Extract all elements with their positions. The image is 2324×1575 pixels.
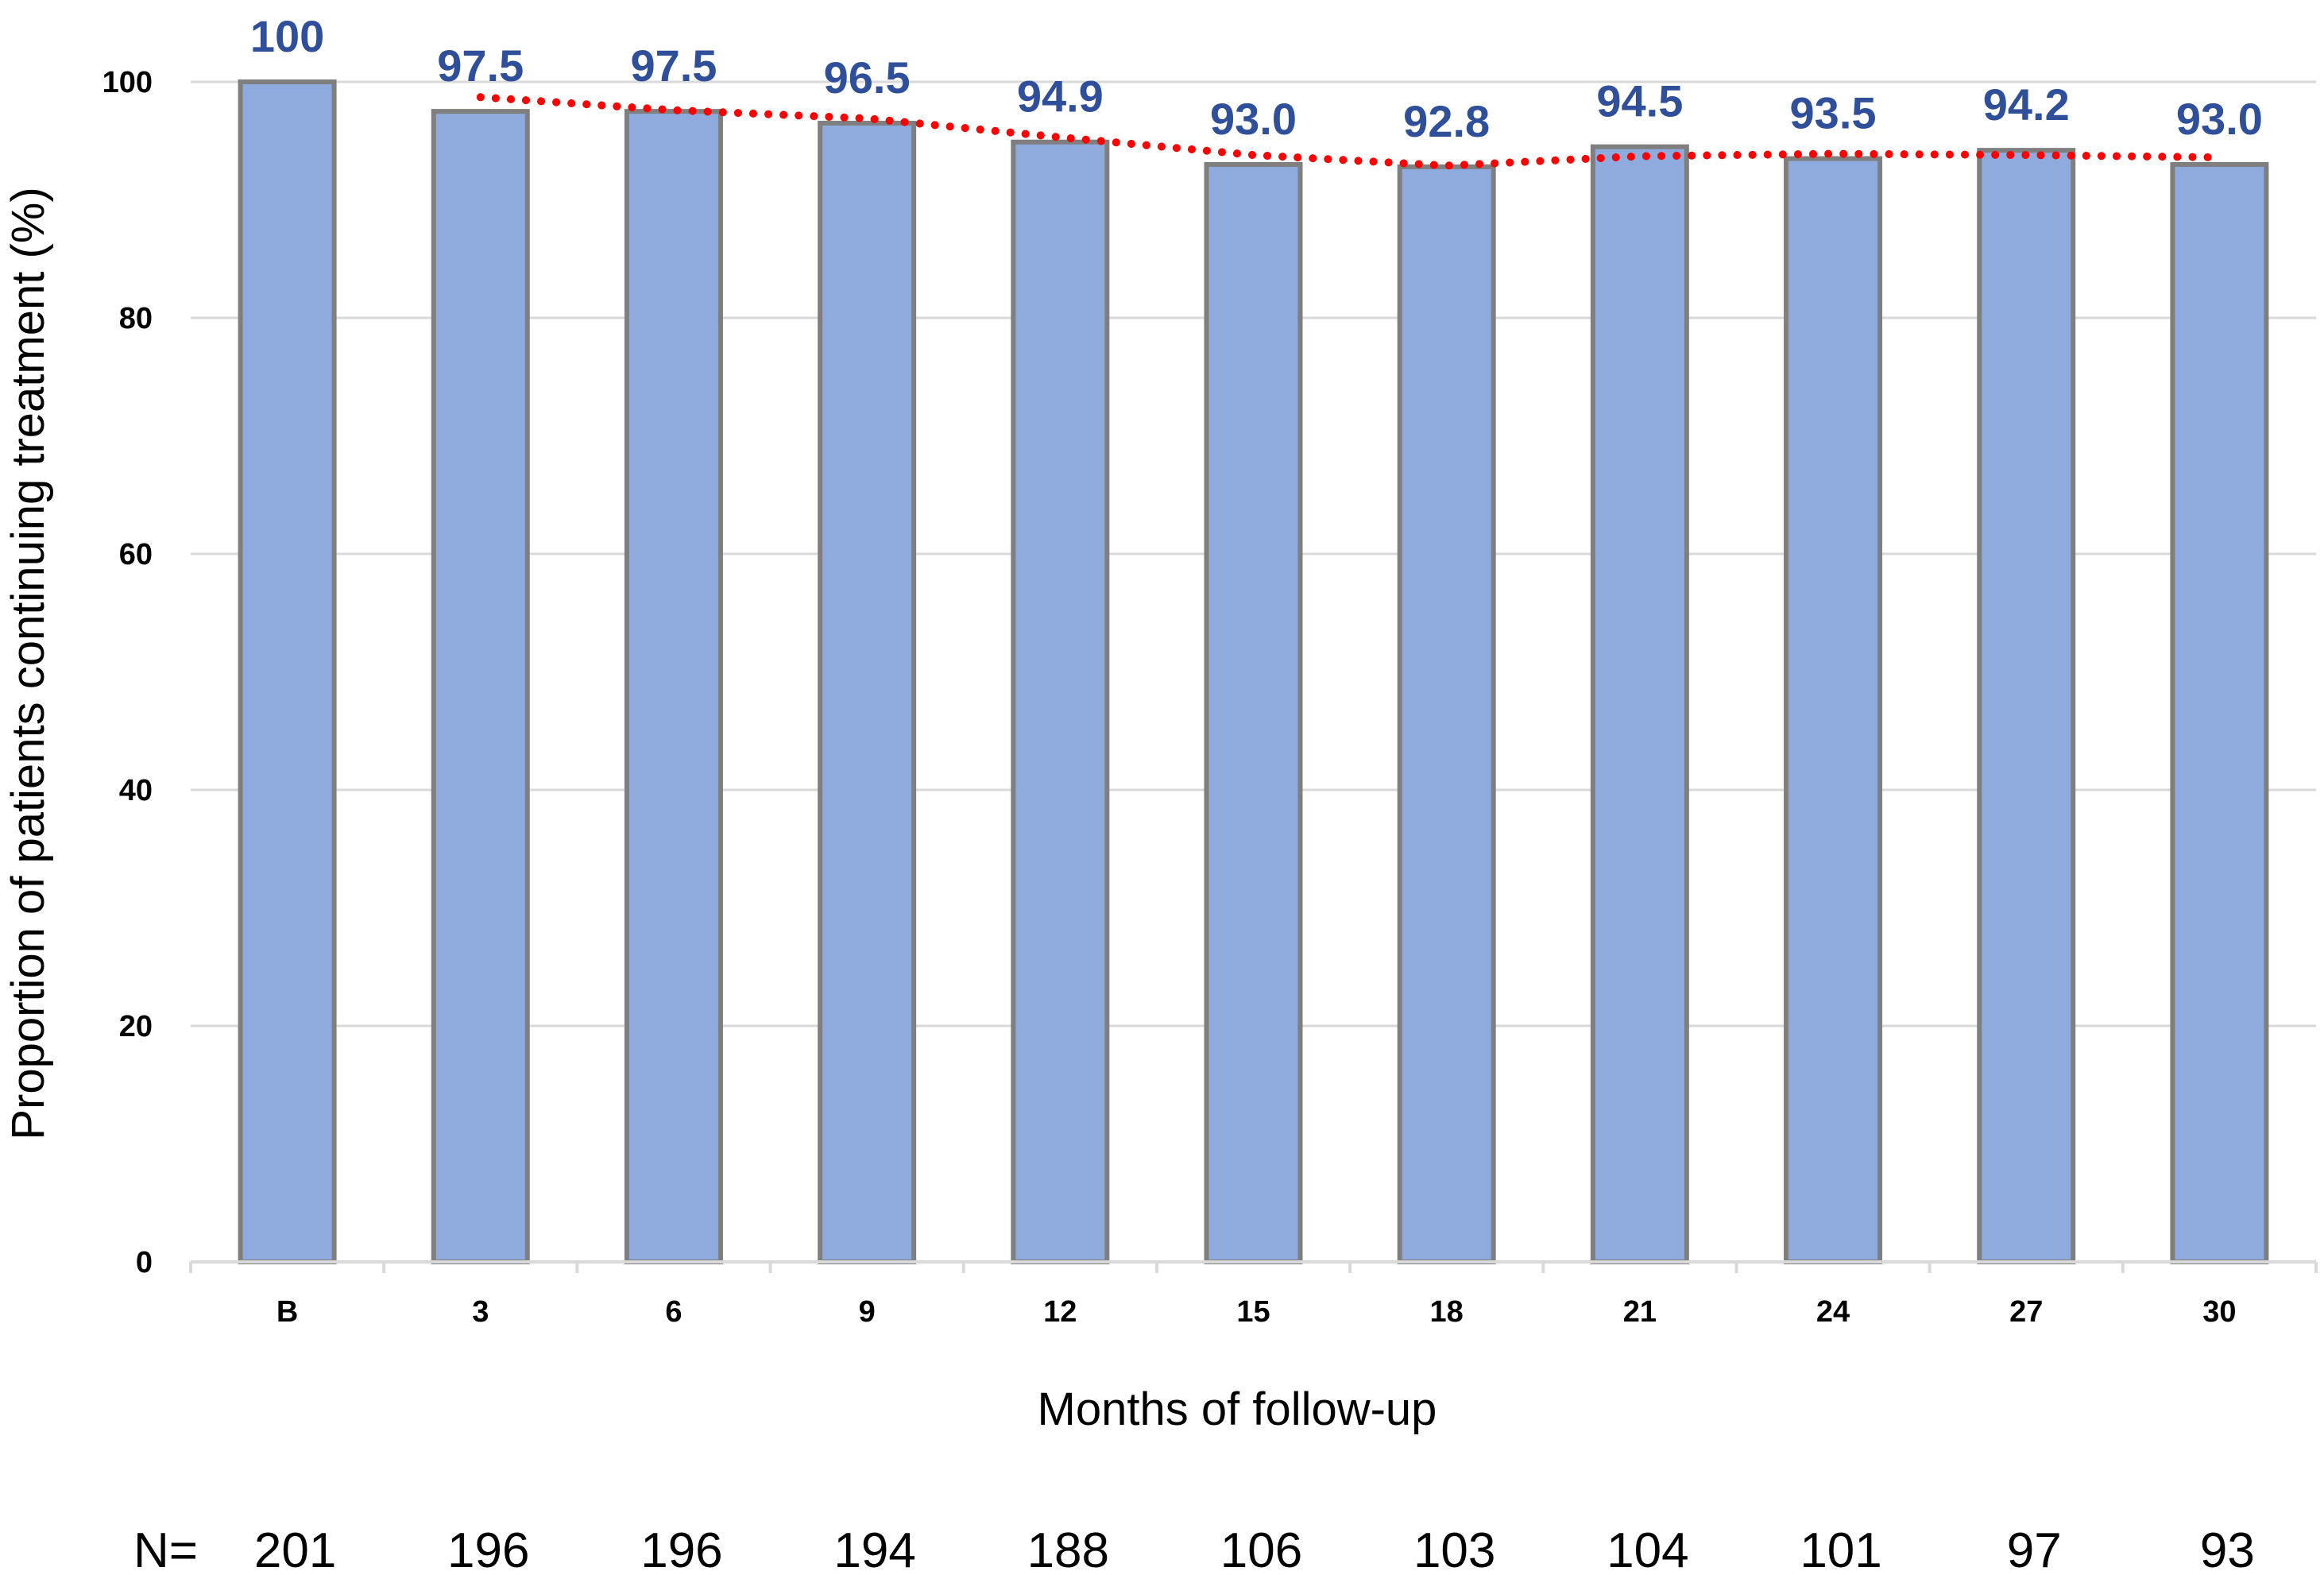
axes: 0 20 40 60 80 100 B 3 6 9 12 15 18 21 24 27 30 xyxy=(102,66,2318,1329)
bar-9 xyxy=(818,120,917,1265)
data-label-B: 100 xyxy=(250,11,324,61)
y-tick-label-20: 20 xyxy=(119,1010,153,1043)
data-label-6: 97.5 xyxy=(630,41,717,91)
data-label-27: 94.2 xyxy=(1983,79,2070,130)
n-value-18: 103 xyxy=(1413,1523,1495,1575)
n-value-B: 201 xyxy=(254,1523,336,1575)
x-tick-label-21: 21 xyxy=(1623,1295,1657,1329)
bar-15 xyxy=(1204,161,1303,1265)
x-tick-label-B: B xyxy=(276,1295,298,1329)
bar-3 xyxy=(431,109,530,1264)
n-value-15: 106 xyxy=(1220,1523,1302,1575)
trendline-group xyxy=(476,93,2224,170)
n-row: 201 196 196 194 188 106 103 104 101 97 93 xyxy=(254,1523,2255,1575)
x-tick-label-27: 27 xyxy=(2009,1295,2043,1329)
bar-B xyxy=(238,79,337,1264)
n-value-24: 101 xyxy=(1800,1523,1881,1575)
y-tick-label-100: 100 xyxy=(102,66,153,99)
data-label-21: 94.5 xyxy=(1596,76,1683,126)
n-value-6: 196 xyxy=(640,1523,722,1575)
x-tick-label-9: 9 xyxy=(859,1295,876,1329)
data-label-3: 97.5 xyxy=(437,41,524,91)
x-tick-label-24: 24 xyxy=(1816,1295,1850,1329)
bar-6 xyxy=(624,109,723,1264)
bar-21 xyxy=(1590,144,1689,1264)
x-tick-label-18: 18 xyxy=(1430,1295,1464,1329)
n-value-30: 93 xyxy=(2200,1523,2255,1575)
data-label-24: 93.5 xyxy=(1790,88,1877,138)
data-label-9: 96.5 xyxy=(824,52,911,103)
data-label-18: 92.8 xyxy=(1403,96,1490,146)
n-row-label: N= xyxy=(133,1523,198,1575)
y-tick-label-80: 80 xyxy=(119,302,153,335)
n-value-3: 196 xyxy=(447,1523,529,1575)
x-tick-label-15: 15 xyxy=(1236,1295,1270,1329)
x-tick-label-30: 30 xyxy=(2202,1295,2236,1329)
data-label-30: 93.0 xyxy=(2176,94,2263,144)
bar-30 xyxy=(2170,161,2269,1265)
data-label-12: 94.9 xyxy=(1017,72,1104,122)
bar-12 xyxy=(1011,139,1110,1265)
bar-18 xyxy=(1397,164,1496,1264)
n-value-21: 104 xyxy=(1607,1523,1688,1575)
y-tick-label-60: 60 xyxy=(119,538,153,571)
y-tick-label-0: 0 xyxy=(136,1246,153,1279)
n-value-12: 188 xyxy=(1027,1523,1109,1575)
x-tick-label-3: 3 xyxy=(472,1295,489,1329)
bar-27 xyxy=(1977,148,2076,1264)
bar-24 xyxy=(1784,156,1883,1264)
x-tick-label-6: 6 xyxy=(665,1295,682,1329)
bars xyxy=(238,79,2269,1265)
y-tick-label-40: 40 xyxy=(119,774,153,807)
y-axis-title: Proportion of patients continuing treatm… xyxy=(2,187,54,1140)
x-axis-title: Months of follow-up xyxy=(1038,1383,1437,1435)
trendline xyxy=(476,93,2224,170)
data-label-15: 93.0 xyxy=(1210,94,1297,144)
n-value-27: 97 xyxy=(2007,1523,2062,1575)
x-tick-label-12: 12 xyxy=(1043,1295,1077,1329)
data-labels: 100 97.5 97.5 96.5 94.9 93.0 92.8 94.5 93.5 94.2 9… xyxy=(250,11,2263,146)
n-value-9: 194 xyxy=(833,1523,915,1575)
